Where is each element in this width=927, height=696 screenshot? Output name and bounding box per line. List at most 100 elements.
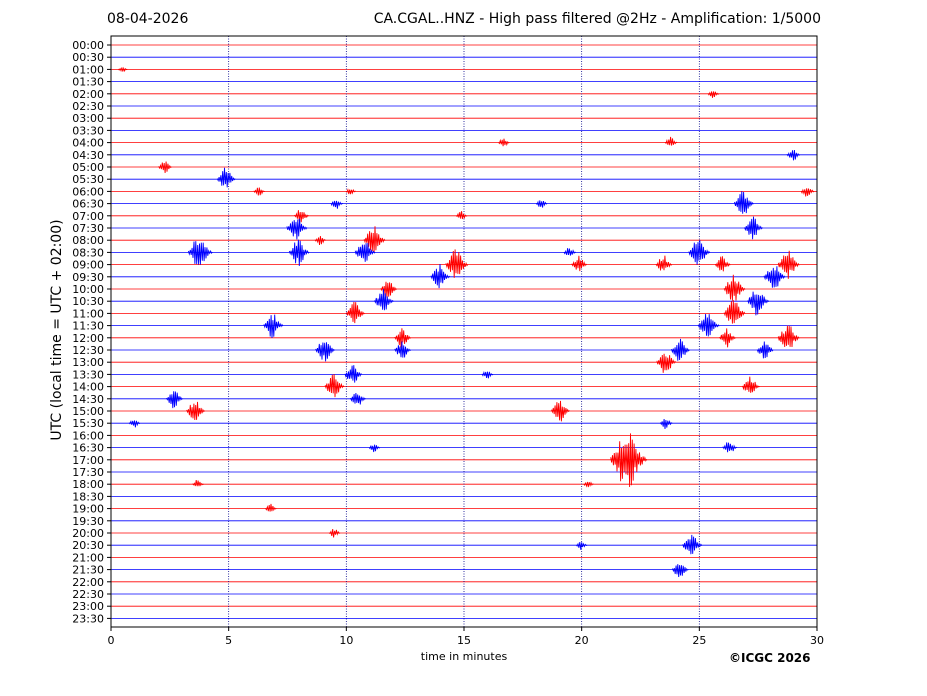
- y-tick-label: 16:00: [72, 429, 104, 442]
- x-tick-label: 0: [108, 634, 115, 647]
- y-tick-label: 11:30: [72, 320, 104, 333]
- y-tick-label: 19:30: [72, 515, 104, 528]
- seismic-event: [671, 338, 690, 361]
- seismic-event: [756, 341, 774, 359]
- seismic-event: [192, 480, 204, 487]
- y-tick-label: 02:30: [72, 100, 104, 113]
- seismic-event: [786, 150, 801, 161]
- seismic-event: [344, 365, 363, 383]
- seismic-event: [368, 444, 381, 453]
- y-tick-label: 07:00: [72, 210, 104, 223]
- y-tick-label: 05:00: [72, 161, 104, 174]
- y-tick-label: 04:30: [72, 149, 104, 162]
- seismic-event: [328, 528, 341, 538]
- y-tick-label: 06:00: [72, 185, 104, 198]
- plot-frame: [110, 35, 818, 628]
- y-tick-label: 15:30: [72, 417, 104, 430]
- seismic-event: [660, 419, 673, 429]
- seismic-event: [286, 218, 308, 240]
- x-tick-label: 5: [225, 634, 232, 647]
- y-tick-label: 19:00: [72, 503, 104, 516]
- seismic-event: [394, 328, 412, 348]
- seismic-event: [128, 420, 141, 428]
- seismic-event: [656, 353, 677, 373]
- y-tick-label: 12:00: [72, 332, 104, 345]
- seismic-event: [455, 211, 468, 220]
- seismic-event: [324, 374, 345, 398]
- y-tick-label: 23:30: [72, 612, 104, 625]
- y-tick-label: 10:00: [72, 283, 104, 296]
- seismic-event: [354, 242, 376, 262]
- x-tick-label: 10: [339, 634, 353, 647]
- y-tick-label: 17:30: [72, 466, 104, 479]
- seismic-event: [216, 167, 236, 188]
- seismic-event: [723, 300, 746, 324]
- y-tick-label: 17:00: [72, 454, 104, 467]
- x-tick-label: 30: [810, 634, 824, 647]
- x-axis-label: time in minutes: [420, 650, 508, 663]
- seismic-event: [763, 266, 786, 288]
- seismic-event: [714, 256, 731, 272]
- seismic-event: [734, 191, 754, 214]
- seismic-event: [744, 216, 763, 240]
- y-tick-label: 08:00: [72, 234, 104, 247]
- y-tick-label: 15:00: [72, 405, 104, 418]
- x-tick-labels: 0 5 10 15 20 25 30: [108, 627, 824, 647]
- seismic-event: [374, 289, 394, 311]
- seismic-event: [186, 401, 206, 421]
- y-tick-label: 03:30: [72, 124, 104, 137]
- y-tick-label: 14:30: [72, 393, 104, 406]
- y-tick-label: 08:30: [72, 246, 104, 259]
- seismic-event: [350, 392, 366, 405]
- seismic-event: [265, 503, 277, 512]
- seismic-event: [187, 241, 213, 265]
- seismic-event: [563, 248, 577, 256]
- y-tick-label: 01:00: [72, 63, 104, 76]
- y-tick-label: 10:30: [72, 295, 104, 308]
- seismic-event: [345, 188, 357, 195]
- seismic-event: [445, 249, 469, 278]
- y-tick-label: 12:30: [72, 344, 104, 357]
- y-tick-label: 18:30: [72, 490, 104, 503]
- y-tick-label: 23:00: [72, 600, 104, 613]
- y-tick-label: 13:00: [72, 356, 104, 369]
- y-tick-label: 09:30: [72, 271, 104, 284]
- y-tick-label: 09:00: [72, 259, 104, 272]
- y-tick-label: 21:00: [72, 551, 104, 564]
- seismic-event: [315, 342, 336, 362]
- seismic-event: [777, 250, 800, 279]
- seismic-event: [158, 161, 172, 173]
- seismic-event: [294, 210, 309, 223]
- y-tick-label: 20:00: [72, 527, 104, 540]
- seismic-event: [583, 481, 594, 488]
- seismic-event: [707, 91, 720, 98]
- y-tick-label: 14:00: [72, 381, 104, 394]
- y-tick-label: 20:30: [72, 539, 104, 552]
- seismic-event: [346, 301, 365, 324]
- seismic-event: [742, 376, 760, 393]
- chart-date: 08-04-2026: [107, 11, 189, 27]
- y-tick-label: 00:30: [72, 51, 104, 64]
- seismic-event: [672, 564, 689, 578]
- x-tick-label: 20: [575, 634, 589, 647]
- seismic-event: [723, 274, 746, 301]
- seismic-event: [777, 325, 800, 348]
- seismic-event: [363, 226, 386, 253]
- y-tick-label: 18:00: [72, 478, 104, 491]
- y-tick-label: 06:30: [72, 198, 104, 211]
- seismic-event: [394, 341, 412, 358]
- seismic-event: [535, 200, 548, 208]
- seismic-event: [117, 66, 128, 73]
- seismic-event: [664, 136, 678, 146]
- chart-title: CA.CGAL..HNZ - High pass filtered @2Hz -…: [373, 11, 821, 27]
- copyright-notice: ©ICGC 2026: [729, 651, 811, 665]
- y-tick-label: 07:30: [72, 222, 104, 235]
- seismic-event: [314, 235, 327, 245]
- seismic-event: [288, 239, 310, 267]
- seismic-event: [697, 313, 720, 337]
- seismic-event: [571, 255, 588, 272]
- y-tick-label: 02:00: [72, 88, 104, 101]
- seismic-event: [610, 433, 648, 488]
- seismic-event: [800, 188, 815, 197]
- seismic-event: [655, 255, 673, 271]
